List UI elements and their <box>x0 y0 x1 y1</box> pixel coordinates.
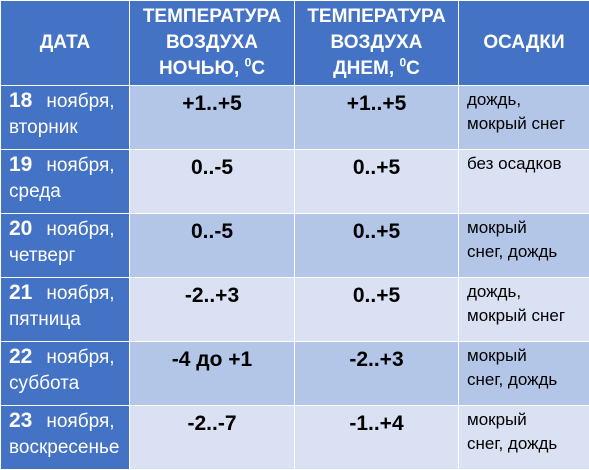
night-temp-cell: 0..-5 <box>130 214 295 278</box>
precipitation-cell: дождь,мокрый снег <box>459 86 589 150</box>
precipitation-cell: дождь,мокрый снег <box>459 278 589 342</box>
day-temp-cell: 0..+5 <box>295 214 459 278</box>
night-temp-cell: -4 до +1 <box>130 342 295 406</box>
day-temp-cell: 0..+5 <box>295 278 459 342</box>
precipitation-cell: без осадков <box>459 150 589 214</box>
day-temp-cell: 0..+5 <box>295 150 459 214</box>
night-temp-cell: -2..+3 <box>130 278 295 342</box>
night-temp-cell: 0..-5 <box>130 150 295 214</box>
header-day-temperature: ТЕМПЕРАТУРА ВОЗДУХА ДНЕМ, 0С <box>295 1 459 86</box>
header-night-temperature: ТЕМПЕРАТУРА ВОЗДУХА НОЧЬЮ, 0С <box>130 1 295 86</box>
day-temp-cell: -1..+4 <box>295 406 459 470</box>
day-temp-cell: +1..+5 <box>295 86 459 150</box>
header-date: ДАТА <box>1 1 130 86</box>
day-temp-cell: -2..+3 <box>295 342 459 406</box>
night-temp-cell: -2..-7 <box>130 406 295 470</box>
header-row: ДАТА ТЕМПЕРАТУРА ВОЗДУХА НОЧЬЮ, 0С ТЕМПЕ… <box>1 1 589 86</box>
night-temp-cell: +1..+5 <box>130 86 295 150</box>
header-precipitation: ОСАДКИ <box>459 1 589 86</box>
